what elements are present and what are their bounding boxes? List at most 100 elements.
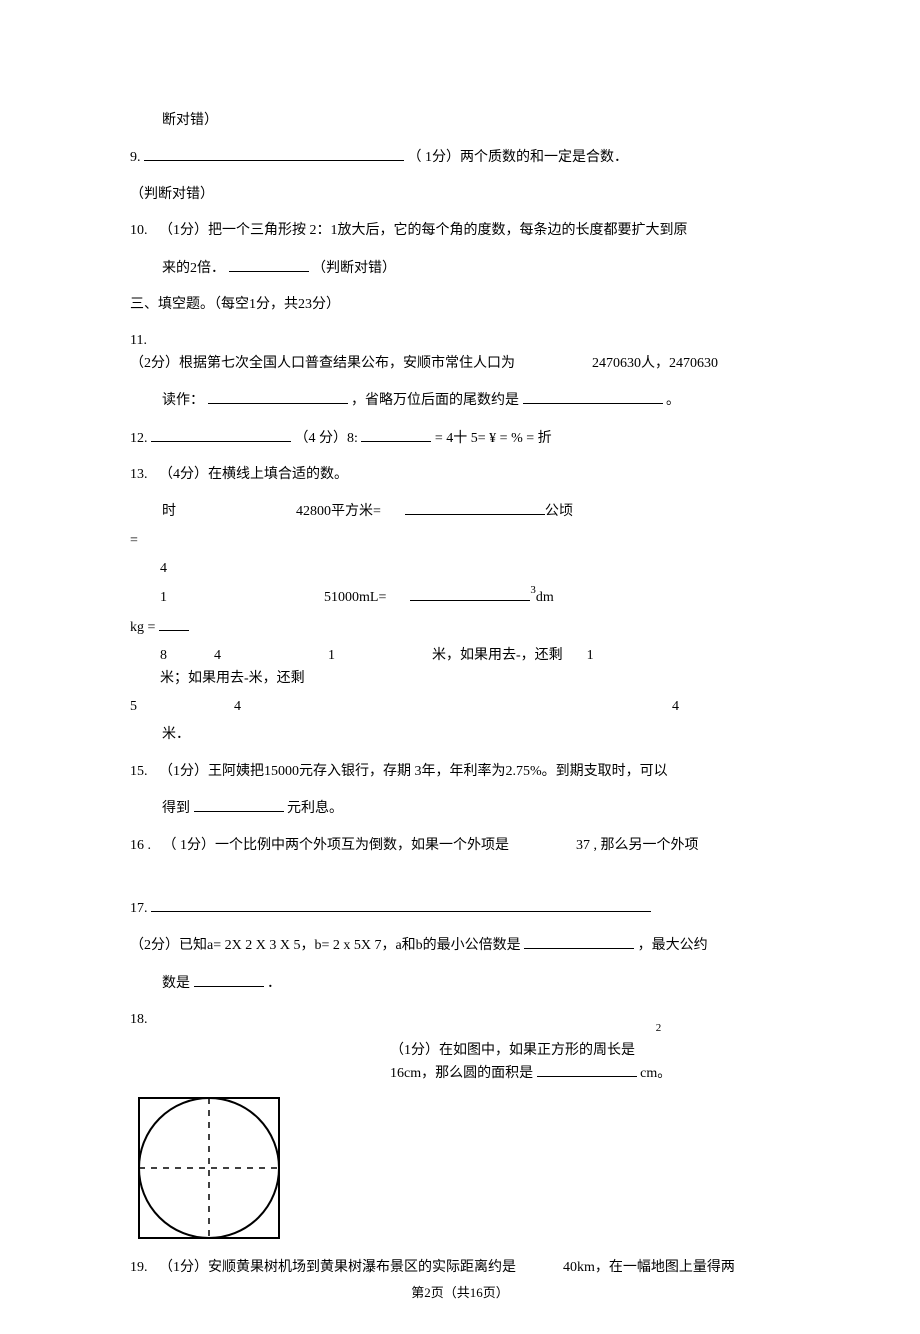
q17-t3: 数是 [162,976,190,991]
q11-t2: 读作： [162,393,204,408]
page-footer: 第2页（共16页） [0,1283,920,1304]
q13-num: 13. [130,467,148,482]
q11-blank1 [208,389,348,404]
q15-num: 15. [130,764,148,779]
q13-r2: = [130,530,800,552]
q19: 19. （1分）安顺黄果树机场到黄果树瀑布景区的实际距离约是 40km，在一幅地… [130,1257,800,1279]
q9-blank [144,146,404,161]
q12: 12. （4 分）8: = 4十 5= ¥ = % = 折 [130,427,800,450]
q11-t1: （2分）根据第七次全国人口普查结果公布，安顺市常住人口为 [130,356,515,371]
q18-blank [537,1062,637,1077]
q15-t2: 得到 [162,801,190,816]
q10-line2: 来的2倍． （判断对错） [130,257,800,280]
q13-r7: 5 4 4 [130,696,800,718]
q9-line2: （判断对错） [130,184,800,206]
q19-t1: （1分）安顺黄果树机场到黄果树瀑布景区的实际距离约是 [159,1260,516,1275]
q13-r4b: 4 [234,696,364,718]
q13-head: （4分）在横线上填合适的数。 [159,467,348,482]
document-page: 断对错） 9. （ 1分）两个质数的和一定是合数． （判断对错） 10. （1分… [0,0,920,1334]
q13-r1a: 时 [162,501,272,523]
q17-t2: ，最大公约 [638,938,708,953]
q12-blank1 [151,427,291,442]
section3: 三、填空题。（每空1分，共23分） [130,294,800,316]
q11-num: 11. [130,333,147,348]
q17-topline [151,897,651,912]
q16-t1: （ 1分）一个比例中两个外项互为倒数，如果一个外项是 [163,838,510,853]
q16: 16 . （ 1分）一个比例中两个外项互为倒数，如果一个外项是 37 , 那么另… [130,835,800,857]
q19-val: 40km，在一幅地图上量得两 [563,1260,735,1275]
q17-blank2 [194,972,264,987]
q10-t1: （1分）把一个三角形按 2：1放大后，它的每个角的度数，每条边的长度都要扩大到原 [159,223,688,238]
q15-t3: 元利息。 [287,801,343,816]
header-tail: 断对错） [130,110,800,132]
q10-t2: 来的2倍． [162,261,225,276]
q13-r8: 米． [130,724,800,746]
q18-t1: （1分）在如图中，如果正方形的周长是 [390,1043,635,1058]
q13-r1c: 公顷 [545,501,573,523]
q13-l1: 13. （4分）在横线上填合适的数。 [130,464,800,486]
q18-figure [134,1093,284,1243]
q13-f1n: 4 [160,558,270,580]
q17-l0: 17. [130,897,800,920]
q17-blank1 [524,934,634,949]
q13-f2n: 1 [160,587,300,609]
q11-period: 。 [666,393,680,408]
q11-l1: 11. （2分）根据第七次全国人口普查结果公布，安顺市常住人口为 2470630… [130,330,800,375]
q18-t3: cm。 [640,1066,671,1081]
q17-l2: 数是 ． [130,972,800,995]
circle-in-square-diagram [134,1093,284,1243]
q17-t1: （2分）已知a= 2X 2 X 3 X 5，b= 2 x 5X 7，a和b的最小… [130,938,521,953]
q17-num: 17. [130,901,148,916]
q18-sup: 2 [656,1022,662,1034]
q17-p: ． [267,976,281,991]
q15-t1: （1分）王阿姨把15000元存入银行，存期 3年，年利率为2.75%。到期支取时… [159,764,668,779]
q13-r4: 1 51000mL= 3 dm [160,586,800,609]
q13-r2a: 51000mL= [324,587,386,609]
q11-blank2 [523,389,663,404]
q18-text: 2 （1分）在如图中，如果正方形的周长是 16cm，那么圆的面积是 cm。 [390,1017,671,1085]
q15-blank [194,797,284,812]
q13-r6: 8 4 1 米，如果用去-，还剩 1 米；如果用去-米，还剩 [160,645,800,690]
q18-numwrap: 18. [130,1009,170,1031]
q13-r4a: 5 [130,696,210,718]
q10-line1: 10. （1分）把一个三角形按 2：1放大后，它的每个角的度数，每条边的长度都要… [130,220,800,242]
q13-r4c: 4 [672,696,679,718]
q15-l1: 15. （1分）王阿姨把15000元存入银行，存期 3年，年利率为2.75%。到… [130,761,800,783]
q9-tail: （ 1分）两个质数的和一定是合数． [408,150,629,165]
q11-l2: 读作： ，省略万位后面的尾数约是 。 [130,389,800,412]
q13-blank-a [405,500,545,515]
q10-num: 10. [130,223,148,238]
q13-r3b: 米，如果用去-，还剩 [432,645,563,667]
q13-f3d: 4 [214,645,304,667]
q12-num: 12. [130,431,148,446]
q18-t2: 16cm，那么圆的面积是 [390,1066,533,1081]
q10-blank [229,257,309,272]
q9-line1: 9. （ 1分）两个质数的和一定是合数． [130,146,800,169]
q15-l2: 得到 元利息。 [130,797,800,820]
q13-r3c: 米；如果用去-米，还剩 [160,668,305,690]
q12-m2: = 4十 5= ¥ = % = 折 [435,431,552,446]
q9-num: 9. [130,150,141,165]
q13-f3n: 8 [160,645,190,667]
q19-num: 19. [130,1260,148,1275]
q13-r2b: dm [536,587,554,609]
q13-eq: = [130,530,145,552]
q13-kg: kg = [130,617,155,639]
q13-blank-c [159,616,189,631]
gap [130,871,800,897]
q10-tail: （判断对错） [312,261,396,276]
q13-r3: 4 [160,558,800,580]
q11-v1: 2470630人，2470630 [592,356,718,371]
q13-r3a: 1 [328,645,408,667]
q18-row: 18. 2 （1分）在如图中，如果正方形的周长是 16cm，那么圆的面积是 cm… [130,1009,800,1085]
q13-r5: kg = [130,616,800,639]
q13-r1: 时 42800平方米= 公顷 [130,500,800,523]
q17-l1: （2分）已知a= 2X 2 X 3 X 5，b= 2 x 5X 7，a和b的最小… [130,934,800,957]
q16-val: 37 , 那么另一个外项 [576,838,699,853]
q13-f4n: 1 [587,645,667,667]
q12-m1: （4 分）8: [295,431,358,446]
q11-t3: ，省略万位后面的尾数约是 [351,393,519,408]
q16-num: 16 . [130,838,151,853]
q13-r1b: 42800平方米= [296,501,381,523]
q13-sup3: 3 [530,582,536,600]
